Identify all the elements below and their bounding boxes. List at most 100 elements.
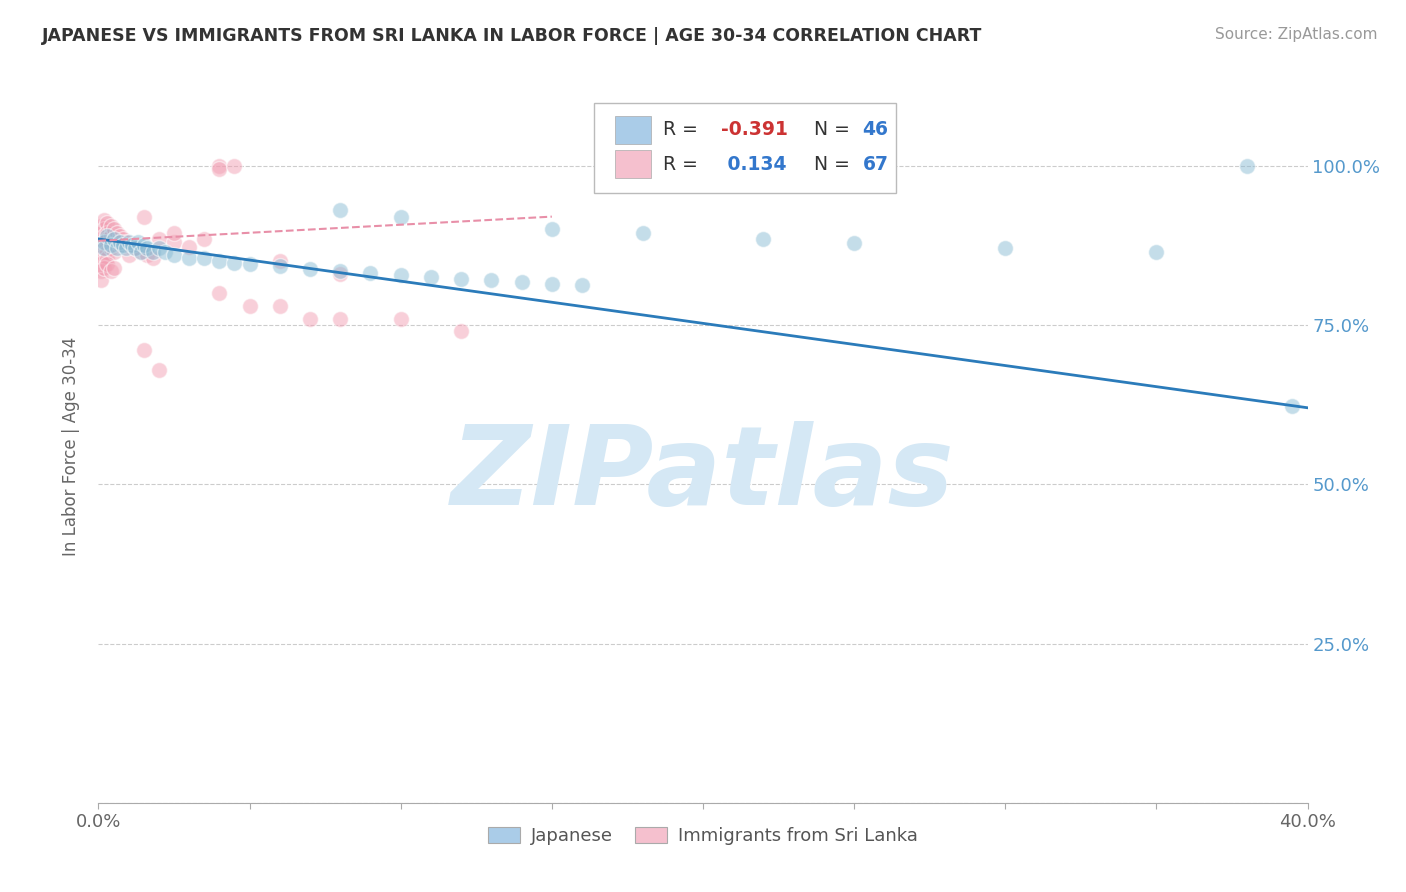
Point	[100, 235, 122, 249]
Point	[208, 159, 231, 173]
Point	[93, 228, 115, 243]
Point	[329, 203, 352, 218]
Point	[1144, 244, 1167, 259]
Point	[103, 238, 125, 252]
Bar	[614, 116, 651, 145]
Point	[111, 232, 134, 246]
Point	[148, 242, 170, 256]
Point	[389, 311, 412, 326]
Point	[208, 161, 231, 176]
Point	[103, 232, 125, 246]
Point	[90, 232, 112, 246]
Point	[510, 275, 533, 289]
Point	[90, 273, 112, 287]
Point	[96, 238, 118, 252]
Point	[360, 266, 382, 280]
Point	[100, 242, 122, 256]
FancyBboxPatch shape	[595, 103, 897, 193]
Point	[269, 299, 291, 313]
Legend: Japanese, Immigrants from Sri Lanka: Japanese, Immigrants from Sri Lanka	[479, 818, 927, 855]
Point	[329, 311, 352, 326]
Point	[132, 238, 155, 252]
Point	[96, 228, 118, 243]
Point	[103, 260, 125, 275]
Text: JAPANESE VS IMMIGRANTS FROM SRI LANKA IN LABOR FORCE | AGE 30-34 CORRELATION CHA: JAPANESE VS IMMIGRANTS FROM SRI LANKA IN…	[42, 27, 983, 45]
Point	[100, 238, 122, 252]
Point	[163, 248, 186, 262]
Point	[481, 273, 503, 287]
Point	[96, 257, 118, 271]
Point	[103, 244, 125, 259]
Point	[114, 235, 136, 249]
Point	[108, 238, 131, 252]
Point	[129, 244, 152, 259]
Point	[844, 236, 866, 251]
Point	[90, 242, 112, 256]
Point	[420, 270, 443, 285]
Point	[127, 235, 149, 249]
Point	[1281, 400, 1303, 414]
Point	[111, 238, 134, 252]
Point	[389, 210, 412, 224]
Point	[105, 226, 128, 240]
Point	[299, 261, 322, 276]
Point	[631, 226, 654, 240]
Point	[540, 222, 562, 236]
Point	[90, 238, 112, 252]
Point	[129, 244, 152, 259]
Point	[994, 242, 1017, 256]
Point	[90, 264, 112, 278]
Point	[100, 219, 122, 234]
Point	[93, 222, 115, 236]
Text: R =: R =	[664, 154, 704, 174]
Point	[96, 251, 118, 265]
Point	[118, 235, 141, 249]
Point	[103, 222, 125, 236]
Point	[93, 235, 115, 249]
Point	[90, 254, 112, 268]
Point	[179, 251, 201, 265]
Point	[135, 248, 157, 262]
Point	[121, 238, 143, 252]
Point	[90, 248, 112, 262]
Point	[118, 238, 141, 252]
Point	[752, 232, 775, 246]
Point	[105, 242, 128, 256]
Point	[208, 254, 231, 268]
Point	[93, 212, 115, 227]
Point	[193, 251, 215, 265]
Point	[450, 324, 472, 338]
Point	[93, 248, 115, 262]
Point	[224, 255, 246, 269]
Point	[224, 159, 246, 173]
Point	[96, 216, 118, 230]
Point	[108, 235, 131, 249]
Point	[90, 260, 112, 275]
Point	[108, 228, 131, 243]
Point	[105, 235, 128, 249]
Text: -0.391: -0.391	[721, 120, 787, 139]
Text: ZIPatlas: ZIPatlas	[451, 421, 955, 528]
Point	[1236, 159, 1258, 173]
Point	[93, 260, 115, 275]
Point	[93, 242, 115, 256]
Point	[103, 232, 125, 246]
Text: N =: N =	[803, 120, 856, 139]
Point	[269, 260, 291, 274]
Text: 0.134: 0.134	[721, 154, 786, 174]
Point	[93, 235, 115, 249]
Point	[299, 311, 322, 326]
Point	[148, 232, 170, 246]
Text: R =: R =	[664, 120, 704, 139]
Point	[124, 242, 146, 256]
Point	[142, 251, 165, 265]
Text: Source: ZipAtlas.com: Source: ZipAtlas.com	[1215, 27, 1378, 42]
Point	[142, 244, 165, 259]
Point	[124, 242, 146, 256]
Point	[96, 244, 118, 259]
Point	[93, 254, 115, 268]
Point	[118, 248, 141, 262]
Point	[269, 254, 291, 268]
Point	[132, 210, 155, 224]
Point	[450, 272, 472, 286]
